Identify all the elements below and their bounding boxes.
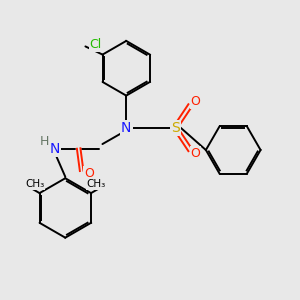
Text: O: O (84, 167, 94, 180)
Text: S: S (171, 121, 180, 135)
Text: O: O (190, 147, 200, 160)
Text: H: H (40, 135, 49, 148)
Text: N: N (50, 142, 60, 155)
Text: Cl: Cl (90, 38, 102, 51)
Text: N: N (121, 121, 131, 135)
Text: CH₃: CH₃ (86, 179, 106, 189)
Text: CH₃: CH₃ (25, 179, 44, 189)
Text: O: O (190, 95, 200, 108)
